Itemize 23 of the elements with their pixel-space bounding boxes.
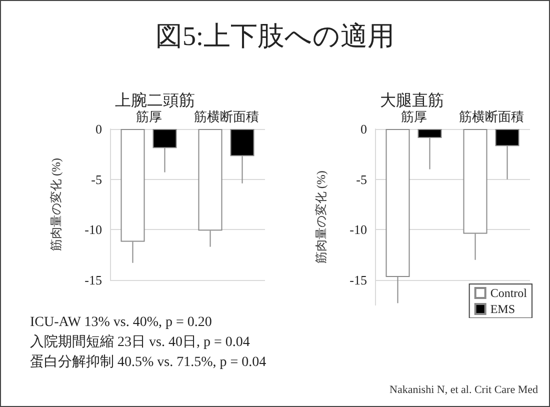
y-tick-label: 0 [360,122,367,136]
chart-subtitle: 上腕二頭筋 [115,92,195,110]
y-tick-label: -15 [84,272,102,288]
y-tick-label: -5 [91,172,102,187]
y-tick-label: -10 [350,222,367,238]
text: 入院期間短縮 23日 vs. 40日, p = 0.04 [30,333,251,352]
y-axis-title: 筋肉量の変化 (%) [314,170,328,264]
x-tick-label: 筋横断面積 [194,109,259,124]
text: Nakanishi N, et al. Crit Care Med [390,384,538,396]
y-tick-label: -15 [350,272,367,288]
x-tick-label: 筋横断面積 [458,109,524,124]
legend-label: EMS [490,302,516,316]
text: ICU-AW 13% vs. 40%, p = 0.20 [30,314,213,332]
chart-title: 図5:上下肢への適用 [154,20,396,53]
chart-subtitle: 大腿直筋 [380,92,444,110]
text: 蛋白分解抑制 40.5% vs. 71.5%, p = 0.04 [30,354,266,372]
y-tick-label: -5 [356,172,367,187]
y-tick-label: -10 [84,222,102,238]
legend-label: Control [490,286,528,300]
x-tick-label: 筋厚 [400,109,427,124]
y-axis-title: 筋肉量の変化 (%) [49,158,63,251]
x-tick-label: 筋厚 [136,109,162,124]
y-tick-label: 0 [96,122,102,136]
